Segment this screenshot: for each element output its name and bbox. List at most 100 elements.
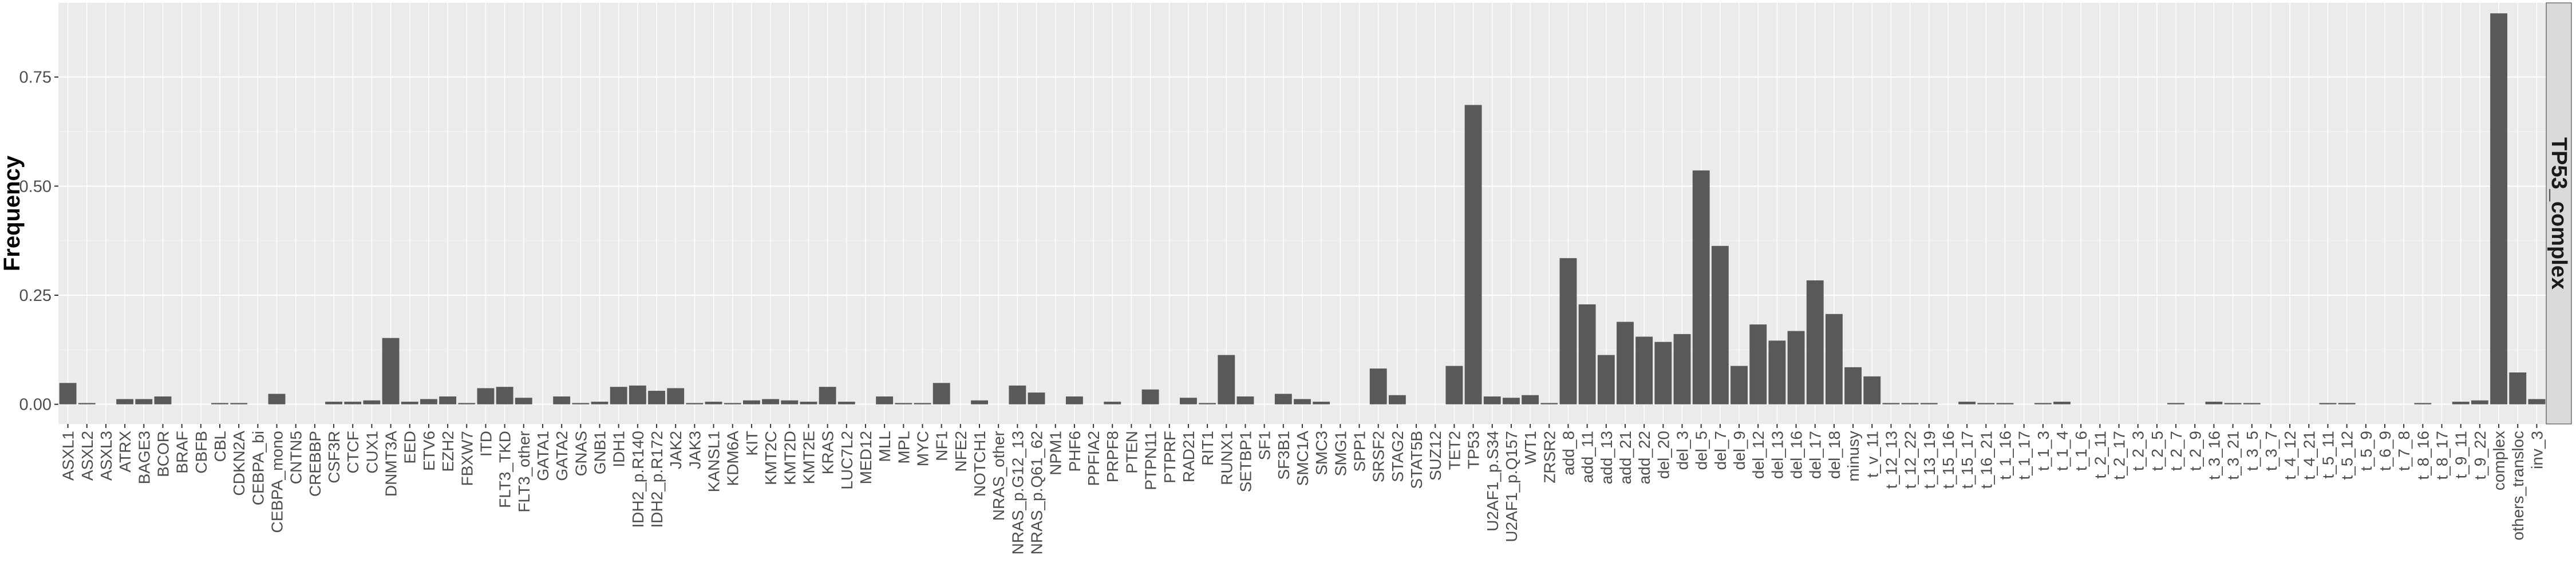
bar-NF1 <box>933 383 950 405</box>
bar-add_11 <box>1578 304 1596 405</box>
bar-MYC <box>914 403 931 405</box>
bar-NRAS_p.Q61_62 <box>1028 392 1045 405</box>
x-tick-label: t_4_21 <box>2300 431 2318 480</box>
bar-ASXL2 <box>78 403 96 405</box>
x-tick-label: CUX1 <box>363 431 381 474</box>
x-tick-label: SETBP1 <box>1236 431 1254 492</box>
x-tick-label: NFE2 <box>952 431 970 472</box>
bar-del_18 <box>1825 314 1843 405</box>
x-tick-label: GNAS <box>572 431 590 476</box>
x-tick-label: SF1 <box>1256 431 1274 460</box>
facet-strip <box>2546 2 2572 425</box>
x-tick-label: TP53 <box>1465 431 1483 469</box>
bar-t_5_11 <box>2319 403 2337 405</box>
bar-t_12_13 <box>1882 403 1900 405</box>
x-tick-label: t_3_21 <box>2225 431 2242 480</box>
x-tick-label: del_17 <box>1807 431 1824 479</box>
x-tick-label: t_16_21 <box>1977 431 1995 489</box>
bar-t_15_17 <box>1958 402 1976 405</box>
x-tick-label: PPFIA2 <box>1085 431 1103 486</box>
bar-CTCF <box>344 402 362 405</box>
x-tick-label: NF1 <box>933 431 951 461</box>
x-tick-label: BAGE3 <box>135 431 153 484</box>
x-tick-label: t_1_16 <box>1996 431 2014 480</box>
x-tick-label: t_6_9 <box>2376 431 2394 471</box>
x-tick-label: ASXL3 <box>97 431 115 481</box>
x-tick-label: add_8 <box>1559 431 1577 475</box>
x-tick-label: MPL <box>895 431 912 464</box>
bar-t_3_16 <box>2205 402 2223 405</box>
x-tick-label: LUC7L2 <box>838 431 856 490</box>
bar-del_7 <box>1711 245 1729 405</box>
x-tick-label: t_1_3 <box>2034 431 2052 471</box>
x-tick-label: JAK3 <box>686 431 704 469</box>
bar-SMC3 <box>1313 402 1330 405</box>
x-tick-label: SMG1 <box>1332 431 1349 476</box>
x-tick-label: NRAS_other <box>990 431 1008 521</box>
bar-IDH2_p.R140 <box>629 385 646 405</box>
x-tick-label: del_5 <box>1693 431 1710 470</box>
x-tick-label: PRPF8 <box>1104 431 1121 482</box>
bar-KRAS <box>819 387 836 405</box>
x-tick-label: STAT5B <box>1408 431 1425 489</box>
x-tick-label: add_13 <box>1598 431 1615 484</box>
x-tick-label: NPM1 <box>1047 431 1065 475</box>
bar-ITD <box>477 388 495 405</box>
x-tick-label: ASXL2 <box>78 431 96 481</box>
bar-JAK3 <box>686 403 704 405</box>
bar-IDH1 <box>610 387 627 405</box>
x-tick-label: SF3B1 <box>1275 431 1293 480</box>
bar-WT1 <box>1522 395 1539 405</box>
y-tick-label: 0.25 <box>19 287 52 305</box>
x-tick-label: t_5_11 <box>2319 431 2337 479</box>
bar-GNAS <box>572 403 590 405</box>
x-tick-label: NOTCH1 <box>971 431 989 497</box>
x-tick-label: del_18 <box>1826 431 1843 479</box>
x-tick-label: t_15_16 <box>1939 431 1957 489</box>
bar-PTPN11 <box>1141 389 1159 405</box>
x-tick-label: SPP1 <box>1351 431 1369 472</box>
bar-U2AF1_p.Q157 <box>1503 398 1520 405</box>
x-tick-label: del_16 <box>1788 431 1805 479</box>
bar-del_9 <box>1730 366 1748 405</box>
x-tick-label: t_13_19 <box>1921 431 1938 489</box>
bar-RIT1 <box>1199 403 1216 405</box>
x-tick-label: NRAS_p.Q61_62 <box>1028 431 1046 554</box>
x-tick-label: t_9_22 <box>2471 431 2489 480</box>
x-tick-label: t_2_3 <box>2129 431 2147 471</box>
x-tick-label: GATA2 <box>553 431 571 481</box>
bar-del_16 <box>1787 331 1805 405</box>
x-tick-label: TET2 <box>1445 431 1463 470</box>
bar-del_13 <box>1768 340 1786 405</box>
x-tick-label: KRAS <box>819 431 837 474</box>
x-tick-label: t_2_11 <box>2091 431 2109 479</box>
bar-SMC1A <box>1294 399 1311 405</box>
x-tick-label: t_3_16 <box>2205 431 2223 480</box>
bar-del_17 <box>1806 280 1824 405</box>
bar-ZRSR2 <box>1540 403 1558 405</box>
bar-MLL <box>876 396 894 405</box>
x-tick-label: CSF3R <box>325 431 343 483</box>
x-tick-label: KANSL1 <box>705 431 723 492</box>
bar-CUX1 <box>363 400 381 405</box>
x-tick-label: FLT3_other <box>515 431 533 513</box>
x-tick-label: BRAF <box>173 431 191 474</box>
bar-ASXL1 <box>59 383 77 405</box>
x-tick-label: DNMT3A <box>382 431 400 497</box>
x-tick-label: CBL <box>211 431 229 462</box>
bar-del_20 <box>1654 342 1672 405</box>
x-tick-label: KMT2D <box>781 431 799 485</box>
x-tick-label: t_9_11 <box>2452 431 2470 479</box>
bar-t_1_16 <box>1996 403 2014 405</box>
x-tick-label: KDM6A <box>724 431 742 486</box>
x-tick-label: MED12 <box>857 431 875 484</box>
bar-BCOR <box>154 396 172 405</box>
x-tick-label: CEBPA_mono <box>268 431 286 533</box>
bar-GATA2 <box>553 396 571 405</box>
y-tick-label: 0.75 <box>19 69 52 87</box>
bar-FBXW7 <box>458 403 476 405</box>
bar-CDKN2A <box>230 403 248 405</box>
x-tick-label: PTPRF <box>1161 431 1179 483</box>
x-tick-label: PHF6 <box>1066 431 1084 472</box>
bar-t_v_11 <box>1863 376 1881 405</box>
